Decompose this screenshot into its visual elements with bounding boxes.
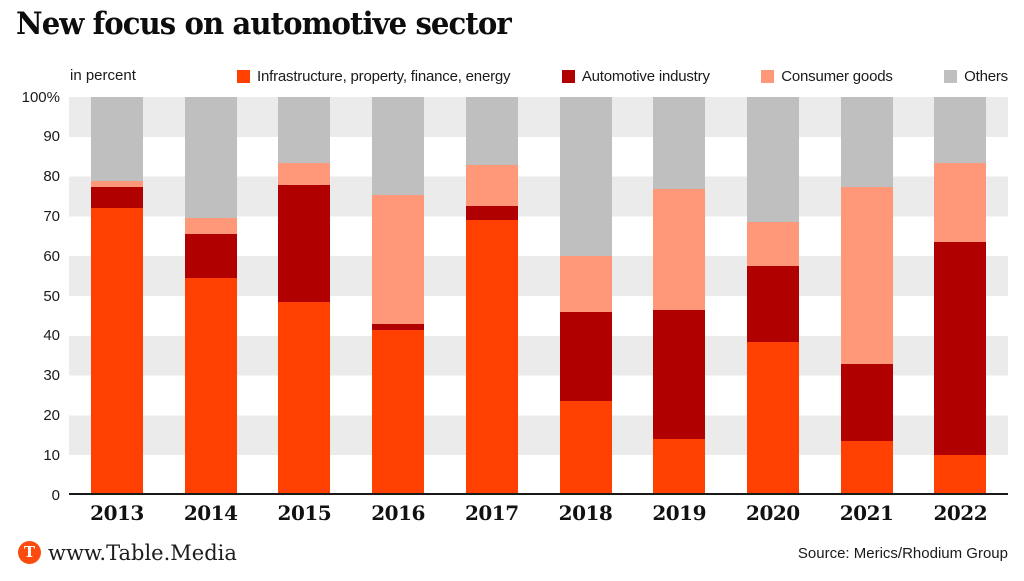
bar-segment-2020 (746, 341, 799, 495)
y-tick-label-30: 30 (43, 367, 60, 385)
bar-segment-2022 (934, 162, 987, 243)
x-tick-label-2021: 2021 (839, 501, 894, 525)
bar-segment-2017 (465, 97, 518, 165)
y-tick-label-50: 50 (43, 287, 60, 305)
legend-item-3: Others (944, 68, 1008, 85)
bar-segment-2015 (278, 184, 331, 302)
legend-item-2: Consumer goods (761, 67, 893, 85)
legend-label: Others (964, 67, 1008, 85)
y-axis-unit-label: in percent (70, 67, 136, 84)
bar-2019 (653, 97, 706, 495)
bar-segment-2019 (653, 309, 706, 440)
legend-item-0: Infrastructure, property, finance, energ… (237, 67, 511, 85)
bar-segment-2020 (746, 222, 799, 267)
bar-segment-2020 (746, 97, 799, 223)
bar-segment-2014 (184, 278, 237, 495)
bar-segment-2016 (372, 329, 425, 495)
bar-segment-2015 (278, 97, 331, 163)
legend-swatch-icon (237, 69, 250, 83)
legend-swatch-icon (561, 69, 575, 83)
x-tick-label-2015: 2015 (277, 501, 332, 525)
legend-label: Consumer goods (781, 67, 893, 85)
bar-segment-2021 (840, 363, 893, 442)
bar-segment-2018 (559, 97, 612, 257)
bar-segment-2014 (184, 218, 237, 235)
bar-segment-2022 (934, 242, 987, 456)
bar-segment-2018 (559, 401, 612, 495)
bar-segment-2017 (465, 164, 518, 207)
bar-segment-2019 (653, 97, 706, 189)
bar-segment-2017 (465, 206, 518, 221)
y-tick-label-10: 10 (43, 446, 60, 464)
x-tick-label-2022: 2022 (933, 501, 988, 525)
bar-segment-2013 (91, 186, 143, 209)
legend-swatch-icon (944, 69, 958, 83)
y-tick-label-70: 70 (43, 207, 60, 225)
bar-segment-2018 (559, 256, 612, 312)
x-tick-label-2018: 2018 (558, 501, 613, 525)
bar-2017 (465, 97, 518, 495)
x-tick-label-2019: 2019 (652, 501, 707, 525)
bar-segment-2014 (184, 234, 237, 279)
bar-segment-2013 (91, 208, 143, 495)
table-media-logo-icon: T (18, 541, 41, 564)
x-tick-label-2020: 2020 (746, 501, 800, 525)
y-tick-label-90: 90 (43, 128, 60, 146)
bar-2018 (559, 97, 612, 495)
legend-label: Infrastructure, property, finance, energ… (257, 67, 511, 85)
bar-2020 (746, 97, 799, 495)
bar-segment-2016 (372, 323, 425, 330)
x-tick-label-2013: 2013 (90, 501, 144, 525)
bar-segment-2018 (559, 311, 612, 402)
bar-segment-2015 (278, 162, 331, 185)
y-tick-label-20: 20 (43, 406, 60, 424)
footer-site-link[interactable]: www.Table.Media (48, 541, 237, 565)
bar-2022 (934, 97, 987, 495)
bar-segment-2016 (372, 97, 425, 195)
y-tick-label-100: 100% (21, 88, 60, 106)
x-tick-label-2014: 2014 (183, 501, 238, 525)
y-tick-label-0: 0 (51, 486, 60, 504)
bar-2016 (372, 97, 425, 495)
bar-segment-2013 (91, 97, 143, 181)
x-tick-label-2017: 2017 (464, 501, 519, 525)
plot-area (69, 97, 1008, 495)
bar-2013 (91, 97, 143, 495)
bar-2015 (278, 97, 331, 495)
x-tick-label-2016: 2016 (371, 501, 425, 525)
bar-segment-2015 (278, 301, 331, 495)
x-axis-baseline (69, 493, 1008, 495)
chart-title: New focus on automotive sector (16, 6, 512, 42)
bar-2021 (840, 97, 893, 495)
bar-segment-2013 (91, 180, 143, 187)
bar-segment-2019 (653, 188, 706, 310)
y-tick-label-60: 60 (43, 247, 60, 265)
legend: Infrastructure, property, finance, energ… (237, 66, 1008, 86)
bar-segment-2017 (465, 220, 518, 495)
footer-source-credit: Source: Merics/Rhodium Group (797, 545, 1008, 562)
bar-segment-2022 (934, 455, 987, 495)
bar-segment-2019 (653, 439, 706, 495)
bar-segment-2021 (840, 441, 893, 495)
bar-segment-2021 (840, 97, 893, 187)
y-tick-label-80: 80 (43, 168, 60, 186)
bar-segment-2014 (184, 97, 237, 219)
bar-segment-2020 (746, 266, 799, 342)
bar-segment-2021 (840, 186, 893, 364)
legend-swatch-icon (761, 69, 775, 83)
y-tick-label-40: 40 (43, 327, 60, 345)
legend-item-1: Automotive industry (561, 67, 710, 85)
bar-segment-2022 (934, 97, 987, 163)
legend-label: Automotive industry (581, 67, 710, 85)
logo-letter: T (23, 543, 36, 561)
bar-2014 (184, 97, 237, 495)
bar-segment-2016 (372, 194, 425, 324)
